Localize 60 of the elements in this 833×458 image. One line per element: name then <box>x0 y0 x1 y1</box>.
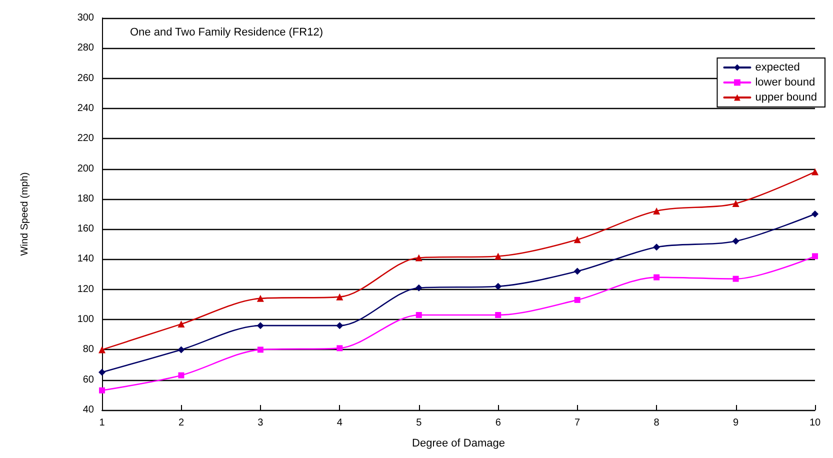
y-axis-title: Wind Speed (mph) <box>20 172 30 256</box>
point <box>653 207 660 214</box>
point <box>415 254 422 262</box>
text: One and Two Family Residence (FR12) <box>130 26 323 38</box>
point <box>574 236 581 244</box>
x-tick-label: 10 <box>809 418 821 428</box>
x-tick-label: 5 <box>416 418 422 428</box>
point <box>494 252 502 260</box>
point <box>98 346 106 354</box>
point <box>99 387 105 394</box>
point <box>574 296 580 303</box>
y-tick-label: 200 <box>77 163 94 174</box>
y-tick-label: 300 <box>77 12 94 24</box>
y-tick-label: 260 <box>77 72 94 84</box>
legend-label: expected <box>755 62 800 74</box>
point <box>178 320 185 328</box>
y-tick-label: 280 <box>77 42 94 54</box>
point <box>732 200 740 207</box>
x-tick-label: 9 <box>732 418 739 428</box>
point <box>812 210 818 218</box>
x-tick-label: 3 <box>258 418 264 428</box>
point <box>495 312 502 318</box>
y-tick-label: 60 <box>82 374 94 386</box>
point <box>98 368 106 376</box>
point <box>256 294 264 302</box>
point <box>574 268 581 275</box>
y-tick-label: 40 <box>82 404 94 416</box>
point <box>654 274 660 280</box>
y-tick-label: 80 <box>82 344 94 356</box>
x-tick-label: 1 <box>99 418 106 428</box>
x-tick-label: 6 <box>495 418 502 428</box>
point <box>494 282 502 290</box>
y-tick-label: 160 <box>77 224 94 235</box>
y-tick-label: 120 <box>77 284 94 295</box>
y-tick-label: 180 <box>77 193 94 204</box>
y-tick-label: 240 <box>77 102 94 114</box>
y-tick-label: 140 <box>77 254 94 265</box>
y-tick-label: 100 <box>77 314 94 326</box>
x-axis-title: Degree of Damage <box>412 438 505 450</box>
x-tick-label: 8 <box>654 418 660 428</box>
point <box>732 276 739 282</box>
point <box>415 284 422 292</box>
point <box>336 322 344 330</box>
point <box>416 312 422 318</box>
point <box>257 346 264 353</box>
point <box>653 244 660 251</box>
legend-label: lower bound <box>755 76 816 88</box>
point <box>178 372 184 378</box>
point <box>256 322 264 330</box>
point <box>336 345 343 352</box>
point <box>178 346 185 354</box>
legend-label: upper bound <box>755 92 818 104</box>
point <box>812 168 818 176</box>
point <box>732 238 740 245</box>
x-tick-label: 4 <box>336 418 343 428</box>
point <box>812 253 818 260</box>
x-tick-label: 2 <box>178 418 184 428</box>
x-tick-label: 7 <box>574 418 581 428</box>
point <box>336 293 344 300</box>
y-tick-label: 220 <box>77 133 94 144</box>
